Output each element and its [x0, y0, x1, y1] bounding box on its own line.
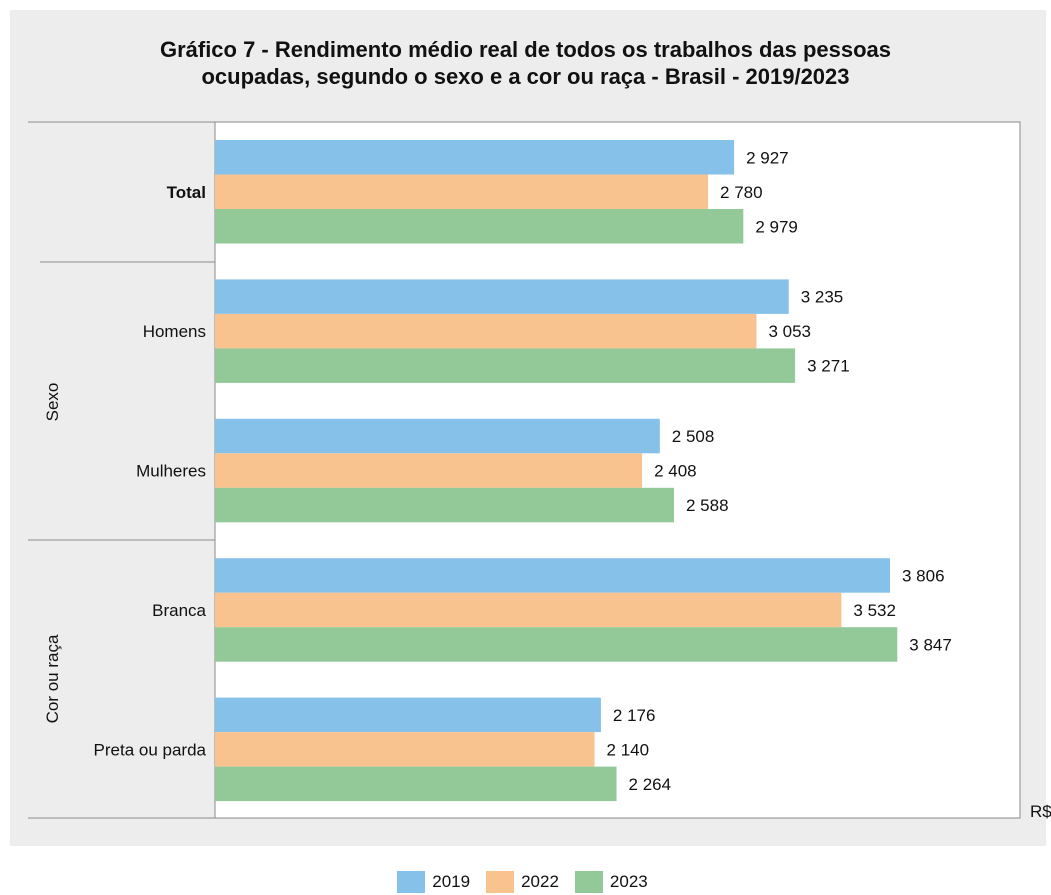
legend-label: 2022 — [521, 872, 559, 891]
data-label: 3 532 — [853, 601, 896, 620]
data-label: 2 508 — [672, 427, 715, 446]
bar-2022-homens — [215, 313, 757, 349]
bar-2019-homens — [215, 279, 789, 314]
bar-2022-branca — [215, 592, 842, 628]
category-label: Mulheres — [136, 462, 206, 481]
bar-2019-preta-ou-parda — [215, 697, 601, 733]
bar-2022-preta-ou-parda — [215, 732, 595, 767]
data-label: 2 780 — [720, 183, 763, 202]
group-label: Sexo — [43, 383, 62, 422]
legend-label: 2023 — [609, 872, 648, 891]
category-label: Branca — [152, 601, 206, 620]
data-label: 3 271 — [807, 357, 850, 376]
bar-2023-branca — [215, 627, 898, 662]
legend-label: 2019 — [432, 872, 471, 891]
chart-title: Gráfico 7 - Rendimento médio real de tod… — [0, 36, 1051, 90]
data-label: 2 264 — [629, 775, 672, 794]
category-label: Total — [167, 183, 206, 202]
legend-item: 2022 — [486, 871, 565, 893]
data-label: 3 053 — [768, 322, 811, 341]
legend-swatch — [486, 871, 515, 893]
bar-2019-branca — [215, 558, 890, 593]
data-label: 2 927 — [746, 148, 789, 167]
bar-2019-total — [215, 140, 735, 175]
data-label: 2 408 — [654, 462, 697, 481]
legend-item: 2019 — [397, 871, 476, 893]
group-label: Cor ou raça — [43, 634, 62, 723]
bar-2022-mulheres — [215, 453, 643, 488]
data-label: 3 235 — [801, 288, 844, 307]
bar-2023-preta-ou-parda — [215, 766, 617, 802]
legend-swatch — [574, 871, 603, 893]
data-label: 3 847 — [909, 635, 952, 654]
bar-2023-mulheres — [215, 487, 674, 523]
chart-legend: 2019 2022 2023 — [0, 871, 1051, 893]
category-label: Preta ou parda — [94, 740, 207, 759]
data-label: 2 588 — [686, 496, 729, 515]
data-label: 2 140 — [607, 740, 650, 759]
category-label: Homens — [143, 322, 206, 341]
bar-2023-homens — [215, 348, 796, 383]
bar-2022-total — [215, 174, 709, 209]
bar-2023-total — [215, 209, 744, 244]
legend-swatch — [397, 871, 426, 893]
chart-title-line-1: Gráfico 7 - Rendimento médio real de tod… — [159, 37, 892, 62]
data-label: 2 176 — [613, 706, 656, 725]
axis-unit-label: R$ — [1030, 802, 1051, 821]
legend-item: 2023 — [574, 871, 654, 893]
bar-2019-mulheres — [215, 418, 660, 454]
chart-title-line-2: ocupadas, segundo o sexo e a cor ou raça… — [201, 64, 850, 89]
data-label: 2 979 — [755, 217, 798, 236]
data-label: 3 806 — [902, 566, 945, 585]
